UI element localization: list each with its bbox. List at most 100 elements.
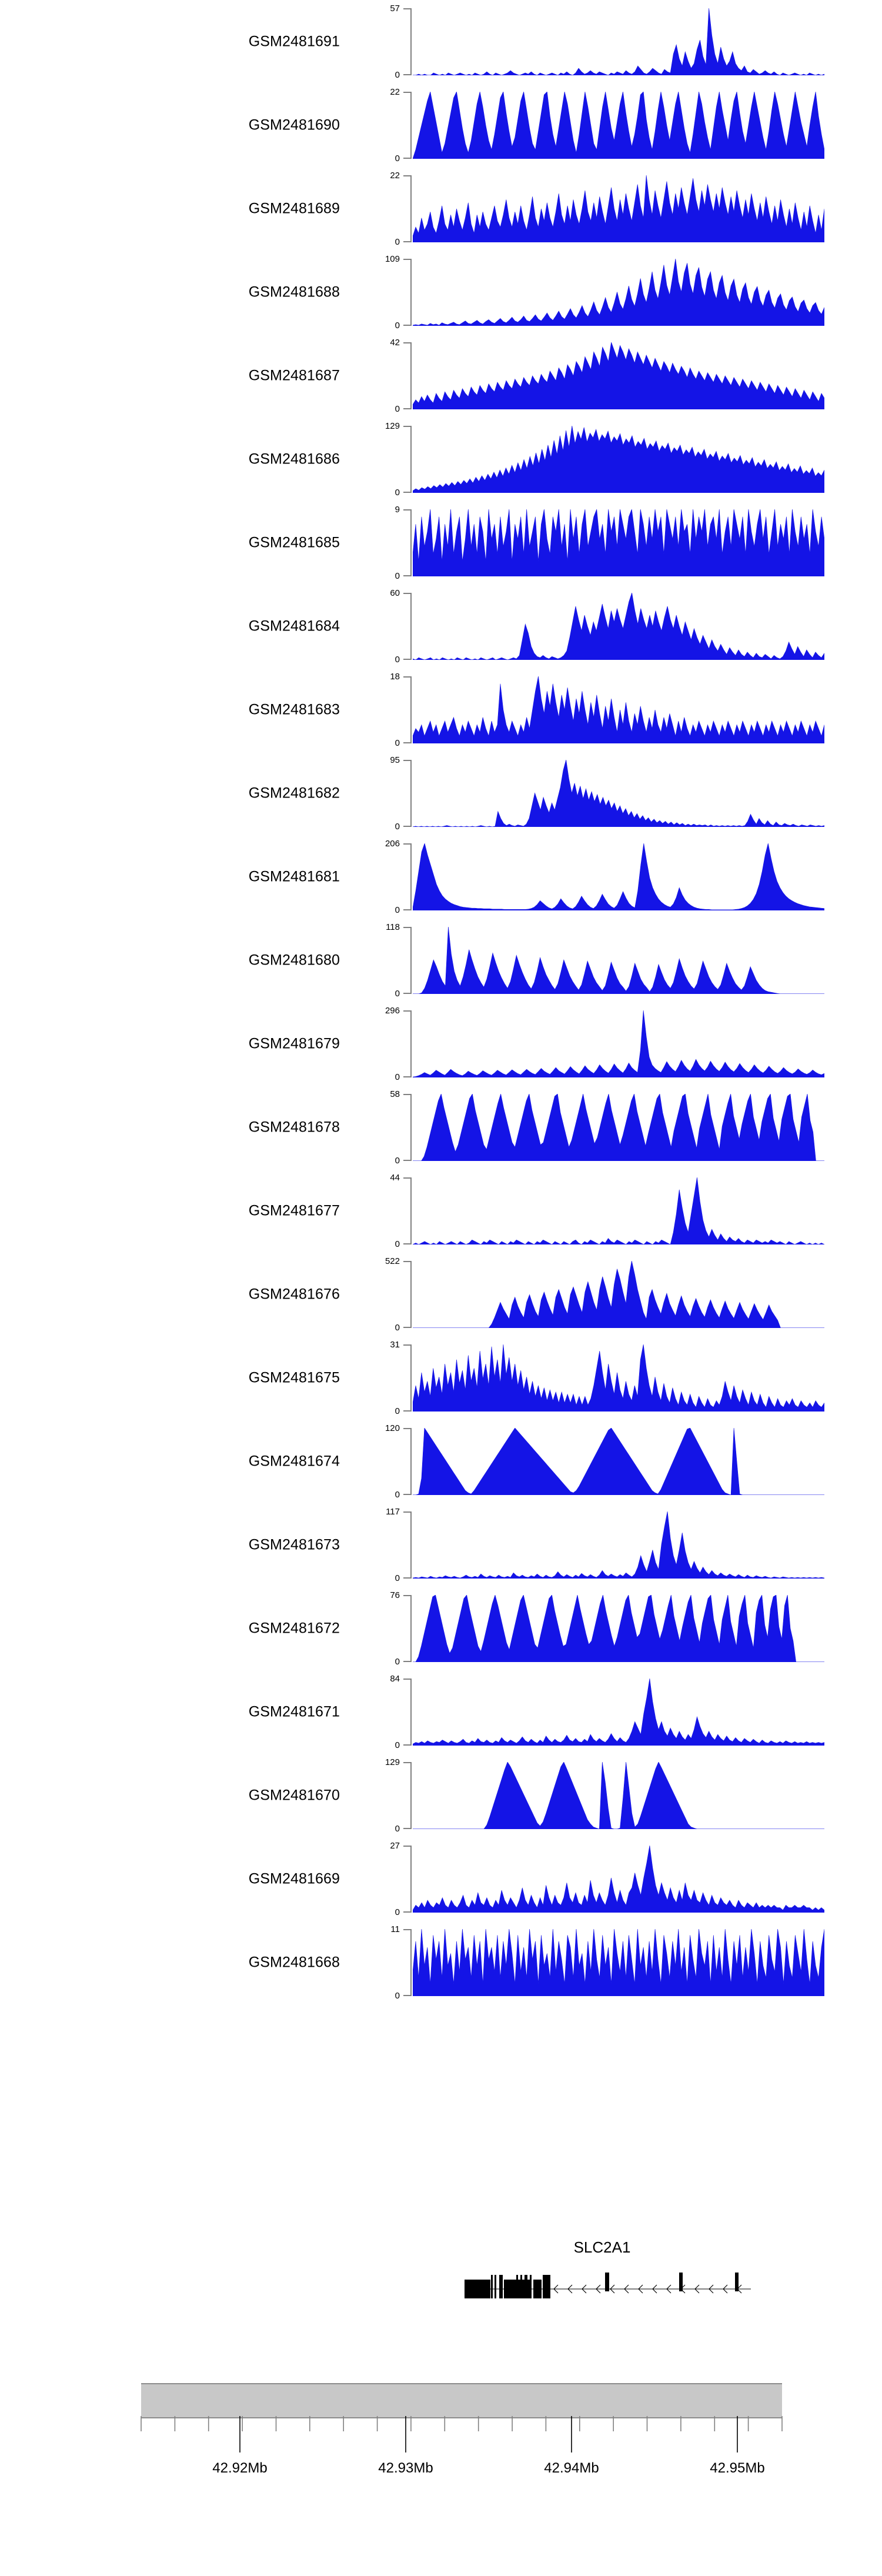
y-axis-max-value: 44 [390,1173,400,1183]
coverage-track: GSM2481672 76 0 [0,1587,882,1670]
y-axis-max-value: 109 [385,254,400,264]
y-axis-tick-min [403,158,412,159]
y-axis-tick-max [403,92,412,93]
y-axis-line [410,1846,412,1913]
coverage-plot[interactable] [413,1929,824,1996]
y-axis-tick-max [403,1929,412,1930]
y-axis-tick-min [403,492,412,493]
y-axis-min-value: 0 [395,488,400,498]
y-axis-min-value: 0 [395,1907,400,1917]
coverage-plot[interactable] [413,1595,824,1662]
track-y-axis: 27 0 [376,1841,412,1917]
track-y-axis: 117 0 [376,1507,412,1583]
gene-model[interactable] [413,2265,824,2301]
svg-text:42.95Mb: 42.95Mb [710,2460,764,2476]
track-label-gsm2481675: GSM2481675 [248,1369,340,1386]
coverage-track: GSM2481684 60 0 [0,585,882,668]
plot-baseline [413,1745,824,1746]
coverage-plot[interactable] [413,676,824,743]
y-axis-tick-max [403,676,412,678]
track-label-gsm2481689: GSM2481689 [248,200,340,217]
coverage-plot[interactable] [413,1094,824,1161]
coverage-plot[interactable] [413,1344,824,1412]
coverage-plot[interactable] [413,175,824,242]
track-y-axis: 31 0 [376,1340,412,1416]
coverage-plot[interactable] [413,1762,824,1829]
y-axis-tick-min [403,1995,412,1996]
y-axis-max-value: 296 [385,1006,400,1016]
y-axis-tick-max [403,1762,412,1763]
y-axis-min-value: 0 [395,404,400,414]
y-axis-tick-min [403,408,412,409]
y-axis-tick-max [403,1344,412,1346]
svg-text:42.92Mb: 42.92Mb [212,2460,267,2476]
coverage-plot[interactable] [413,927,824,994]
y-axis-tick-max [403,843,412,845]
y-axis-tick-max [403,593,412,594]
y-axis-max-value: 95 [390,755,400,765]
y-axis-tick-max [403,175,412,176]
y-axis-tick-max [403,1511,412,1513]
y-axis-line [410,1511,412,1579]
track-y-axis: 76 0 [376,1591,412,1666]
coverage-plot[interactable] [413,1679,824,1746]
coverage-plot[interactable] [413,1010,824,1077]
y-axis-tick-max [403,8,412,9]
y-axis-tick-max [403,1261,412,1262]
y-axis-line [410,1929,412,1996]
svg-text:42.93Mb: 42.93Mb [378,2460,433,2476]
gene-label: SLC2A1 [573,2238,631,2256]
coverage-track: GSM2481676 522 0 [0,1253,882,1336]
y-axis-line [410,927,412,994]
coverage-plot[interactable] [413,426,824,493]
track-y-axis: 206 0 [376,839,412,915]
track-label-gsm2481680: GSM2481680 [248,952,340,969]
track-label-gsm2481669: GSM2481669 [248,1870,340,1887]
y-axis-tick-max [403,1595,412,1596]
y-axis-tick-max [403,927,412,928]
coverage-plot[interactable] [413,760,824,827]
track-y-axis: 109 0 [376,255,412,330]
y-axis-tick-max [403,509,412,510]
coverage-track: GSM2481681 206 0 [0,835,882,919]
track-label-gsm2481690: GSM2481690 [248,116,340,134]
coverage-plot[interactable] [413,1177,824,1244]
plot-baseline [413,1494,824,1495]
coverage-plot[interactable] [413,509,824,576]
y-axis-tick-min [403,1243,412,1244]
y-axis-tick-min [403,742,412,743]
ideogram-bar[interactable] [141,2383,782,2418]
coverage-plot[interactable] [413,259,824,326]
coverage-plot[interactable] [413,593,824,660]
y-axis-max-value: 84 [390,1674,400,1684]
y-axis-line [410,1177,412,1244]
coverage-plot[interactable] [413,1261,824,1328]
track-y-axis: 129 0 [376,1758,412,1833]
y-axis-min-value: 0 [395,571,400,581]
coverage-plot[interactable] [413,1428,824,1495]
coverage-plot[interactable] [413,8,824,75]
coverage-plot[interactable] [413,92,824,159]
plot-baseline [413,1828,824,1829]
y-axis-max-value: 22 [390,171,400,181]
coverage-plot[interactable] [413,1511,824,1579]
coverage-plot[interactable] [413,843,824,910]
y-axis-tick-min [403,909,412,910]
y-axis-min-value: 0 [395,1239,400,1249]
y-axis-max-value: 76 [390,1590,400,1600]
plot-baseline [413,325,824,326]
y-axis-min-value: 0 [395,1406,400,1416]
coverage-track: GSM2481682 95 0 [0,752,882,835]
coverage-plot[interactable] [413,1846,824,1913]
track-label-gsm2481679: GSM2481679 [248,1035,340,1052]
y-axis-line [410,259,412,326]
y-axis-tick-min [403,74,412,75]
y-axis-tick-min [403,1160,412,1161]
y-axis-min-value: 0 [395,1657,400,1667]
y-axis-tick-max [403,1846,412,1847]
coverage-plot[interactable] [413,342,824,409]
y-axis-max-value: 18 [390,672,400,682]
y-axis-tick-min [403,1661,412,1662]
plot-baseline [413,1411,824,1412]
y-axis-max-value: 206 [385,839,400,849]
